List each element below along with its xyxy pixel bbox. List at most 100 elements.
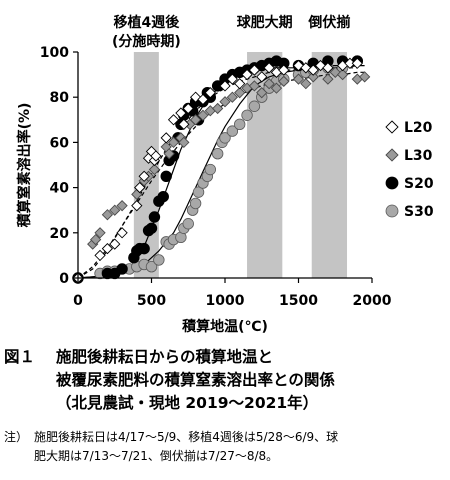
caption-line-1: 図１ 施肥後耕耘日からの積算地温と	[4, 346, 446, 369]
point-L20-4	[109, 238, 121, 250]
point-L20-6	[131, 200, 143, 212]
point-L30-7	[116, 200, 128, 212]
caption-text-1: 施肥後耕耘日からの積算地温と	[56, 348, 274, 366]
legend-label-S30: S30	[404, 204, 434, 220]
point-L30-39	[359, 71, 371, 83]
data-points	[72, 55, 371, 284]
note-line-1: 注） 施肥後耕耘日は4/17～5/9、移植4週後は5/28～6/9、球	[4, 428, 446, 447]
point-S30-9	[153, 254, 165, 266]
point-L30-24	[226, 91, 238, 103]
point-L20-24	[241, 68, 253, 81]
point-L20-13	[160, 132, 172, 144]
tick-labels: 0 500 1000 1500 2000 0 20 40 60 80 100	[40, 45, 392, 309]
legend-label-S20: S20	[404, 176, 434, 192]
point-L20-36	[344, 57, 356, 69]
point-L20-25	[248, 64, 261, 76]
point-S20-14	[160, 170, 172, 183]
point-L20-21	[219, 80, 231, 92]
x-tick-label-3: 1000	[206, 293, 245, 309]
point-L30-23	[219, 96, 231, 108]
legend-item-S20: S20	[385, 176, 434, 192]
note-text-1: 施肥後耕耘日は4/17～5/9、移植4週後は5/28～6/9、球	[34, 430, 339, 444]
point-L20-14	[167, 114, 180, 126]
point-S20-10	[145, 222, 158, 234]
figure-note: 注） 施肥後耕耘日は4/17～5/9、移植4週後は5/28～6/9、球 肥大期は7…	[4, 428, 446, 466]
point-L30-35	[322, 73, 334, 85]
note-line-2: 肥大期は7/13～7/21、倒伏揃は7/27～8/8。	[34, 449, 279, 463]
period-labels: 移植4週後 (分施時期) 球肥大期 倒伏揃	[112, 14, 350, 50]
point-S30-18	[192, 186, 205, 198]
point-S20-4	[116, 263, 128, 275]
point-L30-30	[270, 82, 283, 94]
legend-marker-L20	[385, 120, 399, 134]
point-L20-3	[101, 242, 114, 255]
point-S30-17	[189, 197, 202, 210]
point-L30-29	[263, 78, 275, 90]
period-label-2-line-1: 球肥大期	[237, 14, 293, 31]
point-L30-32	[292, 73, 305, 85]
period-label-3-line-1: 倒伏揃	[307, 14, 350, 31]
point-L30-33	[300, 78, 312, 90]
series-L20-points	[72, 57, 363, 284]
tick-marks	[73, 51, 373, 283]
point-L30-34	[307, 71, 319, 83]
curve-L30	[77, 71, 365, 279]
point-L20-15	[175, 107, 187, 119]
point-S30-27	[241, 109, 253, 121]
caption-line-2: 被覆尿素肥料の積算窒素溶出率との関係	[56, 371, 335, 389]
point-L20-34	[322, 62, 334, 74]
point-S30-24	[219, 132, 231, 144]
point-L20-2	[94, 249, 106, 262]
legend-item-L20: L20	[385, 120, 433, 136]
point-S30-22	[211, 147, 224, 160]
y-axis-label: 積算窒素溶出率(%)	[16, 103, 33, 229]
note-head: 注）	[4, 430, 29, 444]
legend-marker-S20	[385, 176, 399, 190]
point-L30-19	[189, 114, 202, 126]
point-L20-27	[263, 62, 275, 74]
point-L20-29	[278, 64, 290, 76]
caption-line-3: （北見農試・現地 2019～2021年）	[56, 394, 319, 412]
point-S20-11	[148, 211, 161, 223]
point-L30-6	[109, 204, 121, 216]
point-L20-26	[256, 71, 268, 83]
point-L20-22	[226, 73, 238, 85]
point-L20-37	[351, 57, 363, 69]
legend-label-L30: L30	[404, 148, 433, 164]
point-L30-28	[256, 87, 268, 99]
point-S30-15	[182, 218, 194, 230]
point-L30-20	[197, 109, 209, 121]
x-tick-label-1: 0	[73, 293, 83, 309]
point-S20-8	[138, 242, 150, 255]
legend-label-L20: L20	[404, 120, 433, 136]
point-L20-12	[150, 150, 162, 162]
point-L30-5	[101, 209, 114, 221]
x-tick-label-2: 500	[137, 293, 166, 309]
point-S30-26	[233, 118, 246, 131]
point-L20-20	[204, 87, 216, 99]
y-tick-label-1: 0	[59, 271, 69, 287]
y-tick-label-4: 60	[50, 135, 70, 151]
point-L30-3	[90, 233, 102, 246]
x-axis-label: 積算地温(℃)	[181, 318, 268, 335]
point-L20-32	[307, 64, 319, 76]
point-L20-5	[116, 227, 128, 239]
point-L30-14	[163, 148, 175, 160]
legend-item-S30: S30	[385, 204, 434, 220]
y-tick-label-3: 40	[50, 181, 70, 197]
point-L20-8	[138, 170, 150, 182]
caption-label: 図１	[4, 348, 36, 366]
point-L30-27	[248, 80, 261, 92]
legend-marker-L30	[385, 148, 399, 162]
period-label-1-line-1: 移植4週後	[113, 14, 180, 31]
legend-item-L30: L30	[385, 148, 433, 164]
y-tick-label-5: 80	[50, 90, 70, 106]
x-tick-label-5: 2000	[353, 293, 392, 309]
period-band-3	[311, 52, 348, 278]
period-label-1-line-2: (分施時期)	[112, 33, 181, 50]
point-L30-15	[167, 136, 180, 149]
point-L20-23	[234, 78, 246, 90]
point-L20-19	[197, 93, 209, 106]
legend: L20 L30 S20 S30	[385, 120, 434, 220]
point-S30-21	[204, 163, 217, 176]
